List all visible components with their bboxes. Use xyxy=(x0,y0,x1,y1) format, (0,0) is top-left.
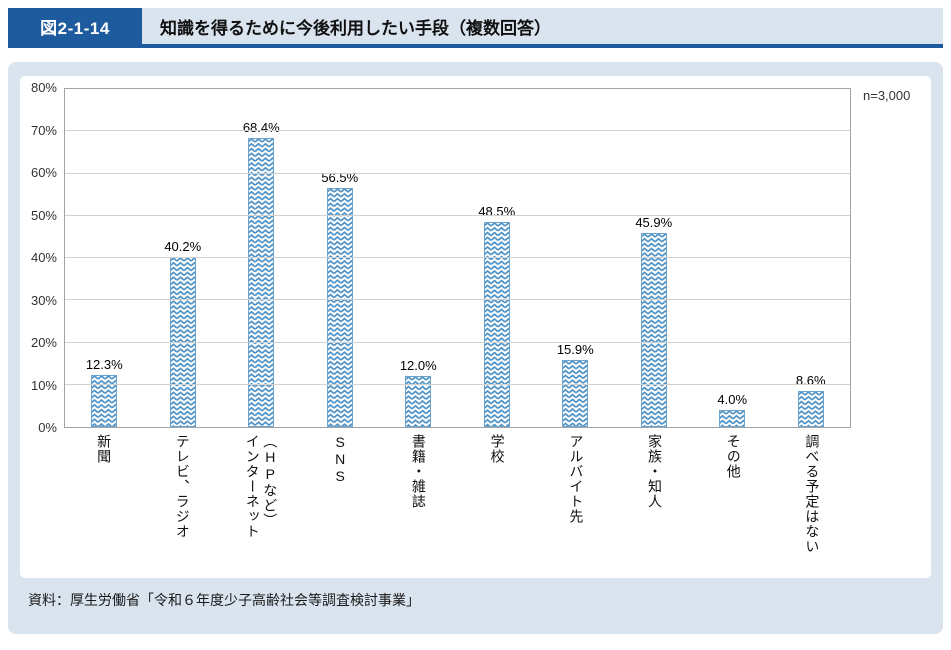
category-label-line: 学校 xyxy=(489,434,506,464)
bar-value-label: 40.2% xyxy=(164,239,202,254)
gridline xyxy=(65,257,850,258)
category-label-line: 家族・知人 xyxy=(647,434,664,509)
category-label: 調べる予定はない xyxy=(772,434,851,572)
bar-slot: 15.9% xyxy=(536,342,615,427)
bar xyxy=(326,188,353,427)
y-tick-label: 0% xyxy=(38,420,57,435)
y-tick-label: 10% xyxy=(30,377,57,393)
category-label-line: （HPなど） xyxy=(262,434,279,528)
bar-value-label: 12.0% xyxy=(399,358,437,373)
y-tick-label: 40% xyxy=(30,250,57,265)
y-tick-label: 30% xyxy=(30,292,57,308)
chart-card: 0% 10% 20% 30% 40% 50% 60% 70% 80% 12.3% 40.2% 68.… xyxy=(20,76,931,578)
figure-title: 知識を得るために今後利用したい手段（複数回答） xyxy=(142,8,943,44)
bar-slot: 12.0% xyxy=(379,358,458,427)
y-tick-label: 50% xyxy=(30,207,57,223)
bar-slot: 8.6% xyxy=(772,373,851,427)
gridline xyxy=(65,299,850,301)
source-note: 資料：厚生労働省「令和６年度少子高齢社会等調査検討事業」 xyxy=(28,592,420,608)
bar-slot: 12.3% xyxy=(65,357,144,427)
bar-slot: 68.4% xyxy=(222,120,301,427)
bars: 12.3% 40.2% 68.4% 56.5% 12.0% 48.5% 15.9% 45.9%… xyxy=(65,89,850,427)
y-axis: 0% 10% 20% 30% 40% 50% 60% 70% 80% xyxy=(20,80,64,435)
x-axis-left-spacer xyxy=(20,434,64,572)
right-gutter: n=3,000 xyxy=(851,88,931,428)
category-label: 書籍・雑誌 xyxy=(379,434,458,572)
category-label: テレビ、ラジオ xyxy=(143,434,222,572)
bar-slot: 40.2% xyxy=(144,239,223,427)
y-tick-label: 70% xyxy=(30,122,57,138)
y-tick-label: 60% xyxy=(30,165,57,180)
gridline xyxy=(65,341,850,343)
category-label: その他 xyxy=(694,434,773,572)
category-label-line: 調べる予定はない xyxy=(804,434,821,554)
plot-area: 12.3% 40.2% 68.4% 56.5% 12.0% 48.5% 15.9% 45.9%… xyxy=(64,88,851,428)
bar-slot: 48.5% xyxy=(458,204,537,427)
bar-value-label: 48.5% xyxy=(478,204,516,219)
category-label-line: SNS xyxy=(332,434,349,485)
bar xyxy=(248,138,275,427)
bar-value-label: 4.0% xyxy=(717,392,748,407)
bar-slot: 56.5% xyxy=(301,170,380,427)
sample-size-label: n=3,000 xyxy=(863,88,911,103)
figure-number-label: 図2-1-14 xyxy=(8,8,142,44)
bar-slot: 4.0% xyxy=(693,392,772,427)
bar-value-label: 56.5% xyxy=(321,170,359,185)
bar xyxy=(562,360,589,427)
gridline xyxy=(65,214,850,216)
category-label: インターネット （HPなど） xyxy=(221,434,300,572)
category-axis: 新聞 テレビ、ラジオ インターネット （HPなど） SNS 書籍・雑誌 学校 アルバイト先 家族… xyxy=(64,434,851,572)
category-label-line: 新聞 xyxy=(96,434,113,464)
category-label: 家族・知人 xyxy=(615,434,694,572)
bar-value-label: 68.4% xyxy=(242,120,280,135)
category-label: 学校 xyxy=(458,434,537,572)
category-label-line: その他 xyxy=(725,434,742,479)
x-axis-right-spacer xyxy=(851,434,931,572)
bar-value-label: 12.3% xyxy=(85,357,123,372)
category-label-line: インターネット xyxy=(244,434,261,539)
gridline xyxy=(65,383,850,385)
bar xyxy=(719,410,746,427)
chart-panel: 0% 10% 20% 30% 40% 50% 60% 70% 80% 12.3% 40.2% 68.… xyxy=(8,62,943,634)
bar-value-label: 8.6% xyxy=(795,373,826,388)
category-label: SNS xyxy=(300,434,379,572)
gridline xyxy=(65,172,850,174)
y-tick-label: 20% xyxy=(30,335,57,350)
figure-header: 図2-1-14 知識を得るために今後利用したい手段（複数回答） xyxy=(8,8,943,48)
bar xyxy=(640,233,667,427)
gridline xyxy=(65,130,850,132)
bar-slot: 45.9% xyxy=(615,215,694,427)
category-label: アルバイト先 xyxy=(536,434,615,572)
bar-value-label: 45.9% xyxy=(635,215,673,230)
category-label-line: アルバイト先 xyxy=(568,434,585,524)
y-tick-label: 80% xyxy=(30,80,57,95)
category-label: 新聞 xyxy=(64,434,143,572)
bar xyxy=(797,391,824,427)
category-label-line: 書籍・雑誌 xyxy=(410,434,427,509)
bar xyxy=(405,376,432,427)
category-label-line: テレビ、ラジオ xyxy=(174,434,191,539)
bar xyxy=(483,222,510,427)
bar-value-label: 15.9% xyxy=(556,342,594,357)
